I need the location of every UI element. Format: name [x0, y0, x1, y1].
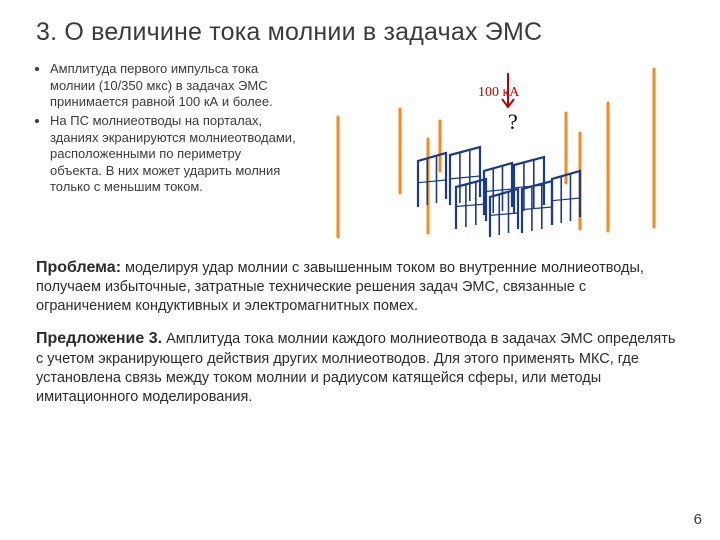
bullet-item: Амплитуда первого импульса тока молнии (…: [50, 61, 296, 111]
substation-diagram: 100 кА ?: [308, 61, 684, 251]
current-label: 100 кА: [478, 85, 519, 101]
upper-row: Амплитуда первого импульса тока молнии (…: [36, 61, 684, 251]
problem-text: моделируя удар молнии с завышенным током…: [36, 260, 644, 314]
question-mark: ?: [508, 109, 518, 135]
problem-paragraph: Проблема: моделируя удар молнии с завыше…: [36, 257, 684, 316]
portal-frame-icon: [418, 153, 446, 207]
portal-frame-icon: [522, 181, 552, 233]
lower-text: Проблема: моделируя удар молнии с завыше…: [36, 257, 684, 407]
proposal-paragraph: Предложение 3. Амплитуда тока молнии каж…: [36, 328, 684, 407]
portal-frame-icon: [456, 179, 486, 229]
problem-lead: Проблема:: [36, 259, 121, 276]
proposal-lead: Предложение 3.: [36, 330, 162, 347]
slide: 3. О величине тока молнии в задачах ЭМС …: [0, 0, 720, 540]
slide-title: 3. О величине тока молнии в задачах ЭМС: [36, 18, 684, 47]
bullet-item: На ПС молниеотводы на порталах, зданиях …: [50, 113, 296, 196]
page-number: 6: [694, 511, 702, 528]
bullet-list: Амплитуда первого импульса тока молнии (…: [36, 61, 296, 251]
